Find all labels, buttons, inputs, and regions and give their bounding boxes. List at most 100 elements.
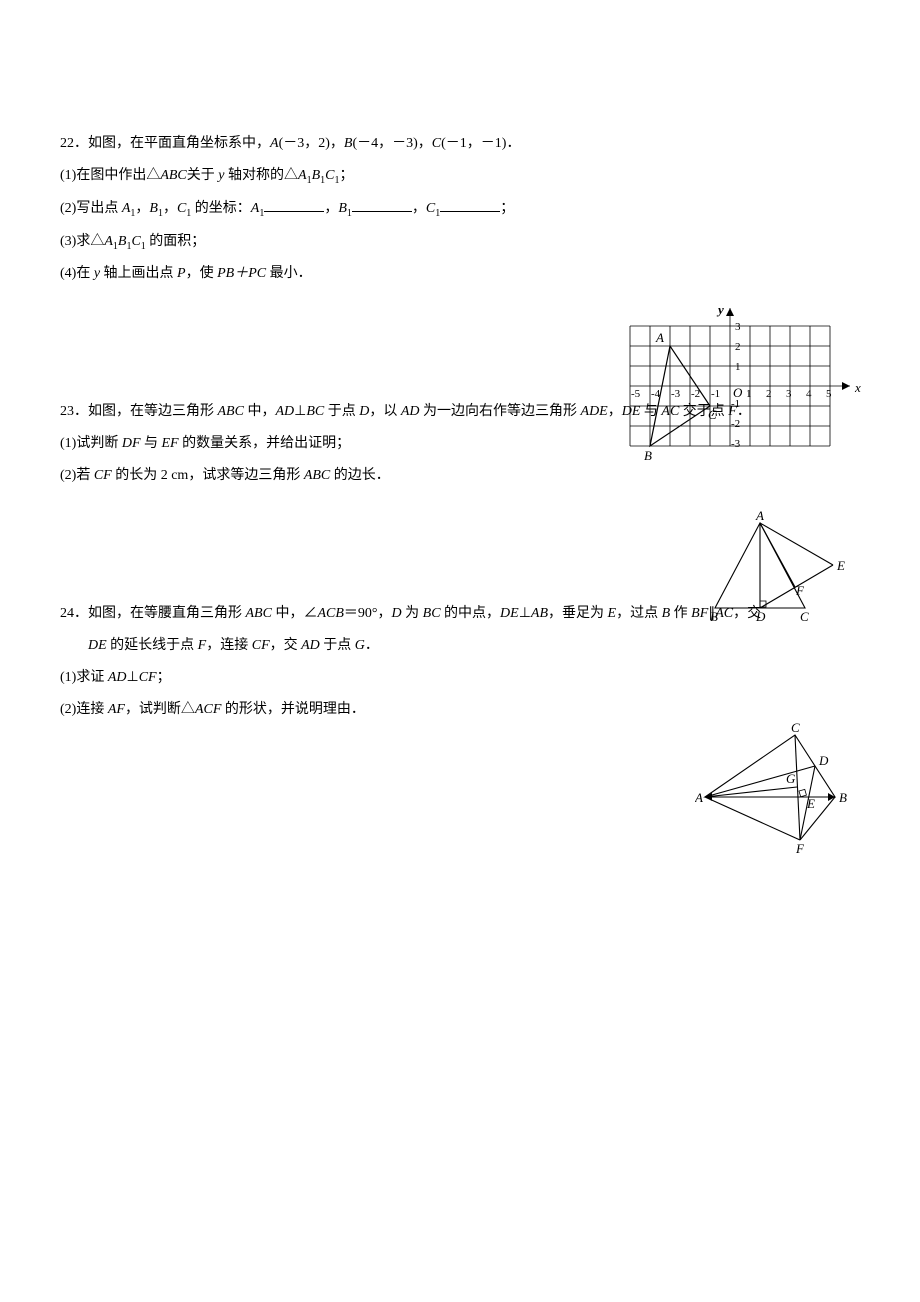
- problem-24: 24．如图，在等腰直角三角形 ABC 中，∠ACB＝90°，D 为 BC 的中点…: [60, 600, 860, 724]
- label-F: F: [795, 841, 805, 855]
- var: D: [359, 404, 369, 419]
- label-G: G: [786, 771, 796, 786]
- var: B: [662, 606, 671, 621]
- text: ，: [412, 201, 426, 216]
- text: (4)在: [60, 266, 94, 281]
- text: 的数量关系，并给出证明；: [179, 436, 351, 451]
- text: ⊥: [294, 404, 306, 419]
- y-axis-label: y: [716, 302, 724, 317]
- text: (3)求△: [60, 234, 104, 249]
- var: F: [728, 404, 737, 419]
- var: B: [149, 201, 158, 216]
- p23-q2: (2)若 CF 的长为 2 cm，试求等边三角形 ABC 的边长．: [60, 462, 860, 490]
- text: ，交: [733, 606, 761, 621]
- text: 于点: [320, 638, 355, 653]
- label-C: C: [791, 720, 800, 735]
- var: AC: [661, 404, 679, 419]
- text: 的形状，并说明理由．: [221, 702, 365, 717]
- text: ，: [324, 201, 338, 216]
- text: ，: [608, 404, 622, 419]
- label-F: F: [795, 583, 805, 598]
- var-A: A: [270, 136, 279, 151]
- var: AF: [108, 702, 125, 717]
- var: ABC: [218, 404, 244, 419]
- var: B: [338, 201, 347, 216]
- text: 的坐标：: [191, 201, 251, 216]
- text: 为: [402, 606, 423, 621]
- text: (－1，－1)．: [441, 136, 520, 151]
- var: DF: [122, 436, 141, 451]
- text: 与: [141, 436, 162, 451]
- var: A: [104, 234, 113, 249]
- p24-stem-cont: DE 的延长线于点 F，连接 CF，交 AD 于点 G．: [60, 632, 860, 660]
- var: BC: [306, 404, 324, 419]
- var: G: [355, 638, 365, 653]
- var: P: [177, 266, 186, 281]
- var: CF: [94, 468, 112, 483]
- text: ，垂足为: [548, 606, 608, 621]
- var: C: [426, 201, 435, 216]
- var: C: [177, 201, 186, 216]
- var: ACB: [317, 606, 343, 621]
- text: ⊥: [127, 670, 139, 685]
- var: AB: [531, 606, 548, 621]
- label-E: E: [806, 796, 815, 811]
- var: F: [198, 638, 207, 653]
- p24-q1: (1)求证 AD⊥CF；: [60, 664, 860, 692]
- p24-stem: 24．如图，在等腰直角三角形 ABC 中，∠ACB＝90°，D 为 BC 的中点…: [60, 600, 860, 628]
- problem-22: 22．如图，在平面直角坐标系中，A(－3，2)，B(－4，－3)，C(－1，－1…: [60, 130, 860, 288]
- text: 为一边向右作等边三角形: [420, 404, 581, 419]
- p23-stem: 23．如图，在等边三角形 ABC 中，AD⊥BC 于点 D，以 AD 为一边向右…: [60, 398, 860, 426]
- text: ，试判断△: [125, 702, 195, 717]
- text: 交于点: [679, 404, 728, 419]
- text: (－4，－3)，: [352, 136, 431, 151]
- text: ，使: [186, 266, 218, 281]
- var: EF: [162, 436, 179, 451]
- svg-text:1: 1: [735, 361, 741, 373]
- var: CF: [252, 638, 270, 653]
- p22-q4: (4)在 y 轴上画出点 P，使 PB＋PC 最小．: [60, 260, 860, 288]
- var: DE: [622, 404, 641, 419]
- p22-q1: (1)在图中作出△ABC关于 y 轴对称的△A1B1C1；: [60, 162, 860, 191]
- var: ABC: [246, 606, 272, 621]
- var: CF: [139, 670, 157, 685]
- text: 24．如图，在等腰直角三角形: [60, 606, 246, 621]
- triangle-diagram-2: A B C D E F G: [695, 720, 850, 855]
- text: 的边长．: [330, 468, 390, 483]
- point-A: A: [655, 330, 664, 345]
- text: ；: [157, 670, 171, 685]
- var: ABC: [304, 468, 330, 483]
- blank-A1: [264, 198, 324, 212]
- blank-B1: [352, 198, 412, 212]
- blank-C1: [440, 198, 500, 212]
- text: ＝90°，: [344, 606, 392, 621]
- var: E: [608, 606, 617, 621]
- text: (1)在图中作出△: [60, 168, 160, 183]
- label-A: A: [755, 508, 764, 523]
- text: 的延长线于点: [107, 638, 198, 653]
- var: DE: [88, 638, 107, 653]
- text: 最小．: [266, 266, 312, 281]
- text: (1)试判断: [60, 436, 122, 451]
- var: B: [312, 168, 321, 183]
- p24-figure: A B C D E F G: [695, 720, 850, 866]
- text: 中，: [244, 404, 276, 419]
- var: AD: [275, 404, 294, 419]
- text: ，过点: [616, 606, 662, 621]
- var: C: [131, 234, 140, 249]
- text: (2)连接: [60, 702, 108, 717]
- p23-q1: (1)试判断 DF 与 EF 的数量关系，并给出证明；: [60, 430, 860, 458]
- var: AD: [108, 670, 127, 685]
- label-B: B: [839, 790, 847, 805]
- label-E: E: [836, 558, 845, 573]
- var-C: C: [432, 136, 441, 151]
- text: ，: [163, 201, 177, 216]
- svg-text:2: 2: [735, 341, 741, 353]
- text: 22．如图，在平面直角坐标系中，: [60, 136, 270, 151]
- text: (2)若: [60, 468, 94, 483]
- var: AC: [715, 606, 733, 621]
- text: ．: [365, 638, 379, 653]
- text: 的中点，: [441, 606, 501, 621]
- text: 的长为 2 cm，试求等边三角形: [112, 468, 304, 483]
- var: AD: [401, 404, 420, 419]
